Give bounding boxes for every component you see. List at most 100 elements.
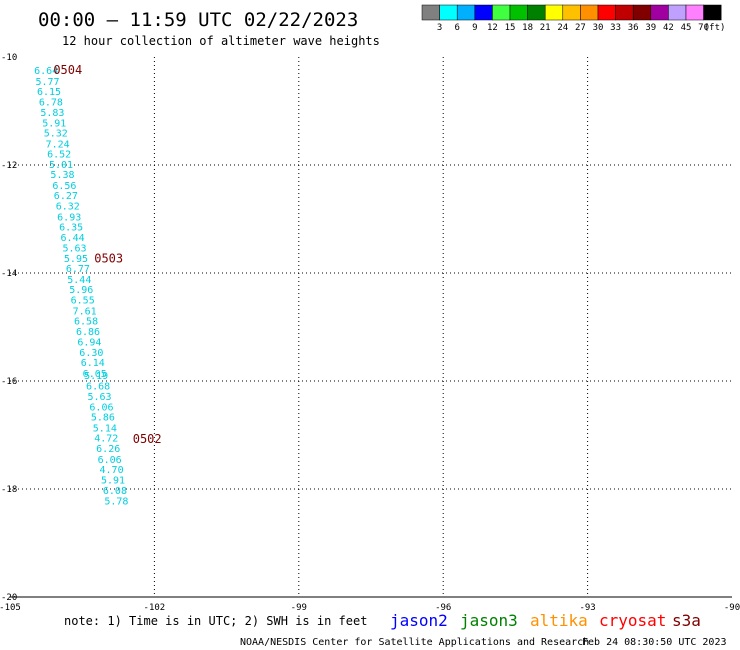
wave-height-value: 5.83 (40, 108, 64, 119)
x-tick-label: -93 (579, 603, 595, 613)
color-scale-label: 18 (522, 23, 533, 33)
wave-height-value: 5.32 (44, 129, 68, 140)
plot-axes: -10 -12 -14 -16 -18 -20-105 -102 -99 -96 -93 -90 (0, 53, 740, 613)
color-scale-swatch (456, 4, 476, 21)
chart-subtitle: 12 hour collection of altimeter wave hei… (62, 34, 380, 48)
wave-height-value: 6.44 (61, 233, 85, 244)
wave-height-value: 6.68 (86, 381, 110, 392)
color-scale-label: 21 (540, 23, 551, 33)
wave-height-value: 5.63 (62, 244, 86, 255)
color-scale-swatch (562, 4, 581, 21)
wave-height-value: 5.95 (64, 254, 88, 265)
chart-title: 00:00 — 11:59 UTC 02/22/2023 (38, 9, 358, 31)
color-scale-label: 36 (628, 23, 639, 33)
wave-height-value: 5.78 (104, 496, 128, 507)
color-scale-swatch (650, 4, 669, 21)
color-scale-swatch (527, 4, 546, 21)
color-scale-label: 9 (472, 23, 477, 33)
wave-height-value: 6.86 (76, 327, 100, 338)
color-scale-swatch (544, 4, 564, 21)
wave-height-value: 6.52 (47, 150, 71, 161)
color-scale-label: 12 (487, 23, 498, 33)
plot-grid (10, 57, 732, 597)
wave-height-value: 6.15 (37, 87, 61, 98)
wave-height-value: 5.86 (91, 413, 115, 424)
wave-height-value: 6.06 (98, 455, 122, 466)
satellite-jason2: jason2 (390, 611, 448, 630)
color-scale-label: 42 (663, 23, 674, 33)
x-tick-label: -102 (144, 603, 166, 613)
color-scale-unit: (ft) (704, 23, 726, 33)
y-tick-label: -20 (1, 593, 17, 603)
wave-height-value: 5.14 (93, 423, 117, 434)
wave-height-value: 5.19 (84, 371, 108, 382)
x-tick-label: -90 (724, 603, 740, 613)
y-tick-label: -12 (1, 161, 17, 171)
wave-height-value: 5.91 (42, 118, 66, 129)
color-scale-swatch (703, 4, 722, 21)
wave-height-value: 5.01 (49, 160, 73, 171)
wave-height-value: 6.55 (71, 295, 95, 306)
wave-height-value: 6.30 (79, 348, 103, 359)
color-scale-swatch (509, 4, 528, 21)
wave-height-value: 6.08 (103, 486, 127, 497)
wave-height-value: 4.72 (94, 434, 118, 445)
color-scale-swatch (685, 4, 704, 21)
wave-height-value: 6.06 (89, 402, 113, 413)
wave-height-value: 5.96 (69, 285, 93, 296)
color-scale-label: 70 (698, 23, 709, 33)
pass-label: 0503 (94, 251, 123, 265)
wave-height-value: 5.38 (50, 170, 74, 181)
wave-height-value: 6.35 (59, 223, 83, 234)
wave-height-value: 4.70 (100, 465, 124, 476)
wave-height-value: 5.91 (101, 475, 125, 486)
wave-height-value: 6.56 (52, 181, 76, 192)
wave-height-value: 6.58 (74, 317, 98, 328)
wave-height-value: 6.64 (34, 66, 58, 77)
y-tick-label: -16 (1, 377, 17, 387)
color-scale-label: 27 (575, 23, 586, 33)
color-scale-swatch (492, 4, 511, 21)
color-scale-label: 3 (437, 23, 442, 33)
wave-height-value: 6.26 (96, 444, 120, 455)
wave-height-value: 5.44 (67, 275, 91, 286)
footer-credit: NOAA/NESDIS Center for Satellite Applica… (240, 637, 589, 648)
wave-height-value: 6.78 (39, 97, 63, 108)
wave-height-points: 6.645.776.156.785.835.915.327.246.525.01… (34, 66, 128, 507)
satellite-altika: altika (530, 611, 588, 630)
y-tick-label: -18 (1, 485, 17, 495)
color-scale-swatch (632, 4, 652, 21)
pass-labels: 0504 0503 0502 (53, 63, 161, 446)
x-tick-label: -99 (291, 603, 307, 613)
wave-height-value: 6.14 (81, 358, 105, 369)
pass-label: 0504 (53, 63, 82, 77)
color-scale-swatch (615, 4, 634, 21)
color-scale-label: 24 (557, 23, 568, 33)
color-scale-swatch (580, 4, 599, 21)
footer-timestamp: Feb 24 08:30:50 UTC 2023 (582, 637, 727, 648)
color-scale-swatch (668, 4, 687, 21)
color-scale-label: 15 (505, 23, 516, 33)
wave-height-value: 6.93 (57, 212, 81, 223)
color-scale-label: 39 (645, 23, 656, 33)
x-tick-label: -96 (435, 603, 451, 613)
wave-height-value: 7.24 (46, 139, 70, 150)
color-scale-swatch (439, 4, 458, 21)
wave-height-value: 6.32 (56, 202, 80, 213)
color-scale-label: 6 (454, 23, 459, 33)
satellite-legend: jason2 jason3 altika cryosat s3a (390, 611, 701, 630)
color-scale-swatch (597, 4, 616, 21)
wave-height-value: 5.63 (87, 392, 111, 403)
wave-height-value: 7.61 (73, 306, 97, 317)
color-scale-swatch (421, 4, 440, 21)
wave-height-value: 6.05 (83, 369, 107, 380)
color-scale-legend: 3 6 9 12 15 18 21 24 27 30 33 36 39 42 45 70(ft) (421, 4, 726, 33)
color-scale-label: 45 (681, 23, 692, 33)
wave-height-value: 5.77 (36, 77, 60, 88)
footer-note: note: 1) Time is in UTC; 2) SWH is in fe… (64, 614, 367, 628)
satellite-jason3: jason3 (460, 611, 518, 630)
wave-height-value: 6.77 (66, 264, 90, 275)
x-tick-label: -105 (0, 603, 21, 613)
